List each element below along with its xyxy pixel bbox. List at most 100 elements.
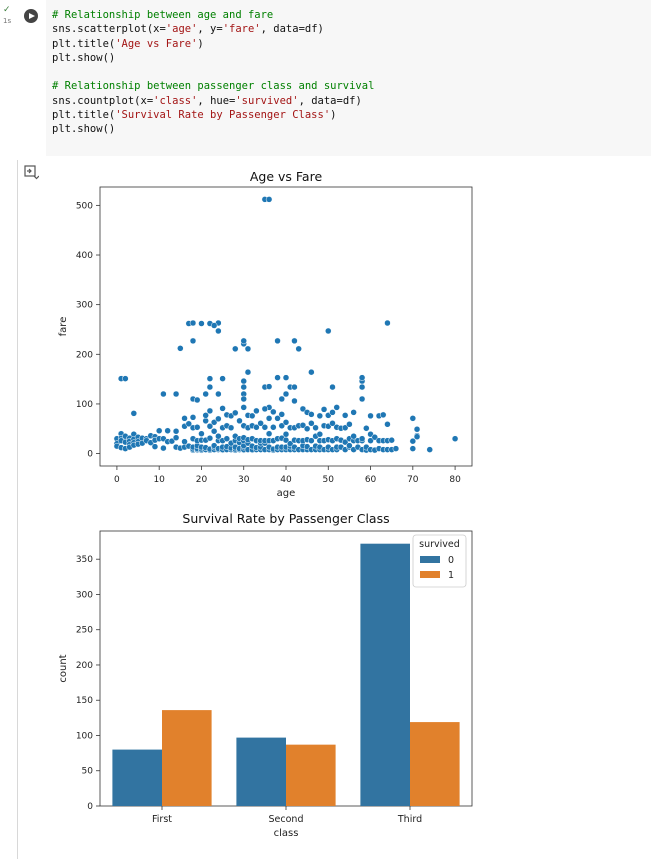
scatter-point (308, 437, 315, 444)
scatter-point (274, 374, 281, 381)
legend-swatch-1 (420, 571, 440, 578)
scatter-point (350, 409, 357, 416)
scatter-point (151, 443, 159, 450)
bar-y-tick-label: 350 (76, 555, 93, 565)
scatter-point (240, 337, 247, 345)
code-line: plt.show() (52, 52, 115, 64)
code-token: plt.title( (52, 109, 116, 122)
scatter-point (384, 319, 391, 327)
scatter-point (426, 446, 433, 453)
scatter-point (240, 395, 247, 403)
scatter-point (291, 397, 298, 405)
bar-x-tick-label: Second (269, 814, 304, 825)
scatter-point (384, 421, 391, 428)
scatter-point (172, 390, 180, 398)
scatter-x-tick-label: 30 (238, 475, 250, 485)
code-token: ) (330, 109, 337, 122)
scatter-point (253, 407, 260, 415)
scatter-point (202, 412, 209, 419)
code-comment: # Relationship between age and fare (52, 9, 274, 21)
output-collapse-icon-graphic (24, 165, 40, 180)
scatter-point (198, 320, 205, 327)
scatter-point (379, 411, 387, 419)
scatter-point (215, 327, 222, 335)
scatter-x-tick-label: 70 (407, 475, 419, 485)
output-collapse-icon[interactable] (23, 164, 40, 180)
scatter-point (236, 417, 243, 425)
bar-first-survived-0 (112, 749, 162, 806)
scatter-x-tick-label: 10 (153, 475, 165, 485)
code-string: 'Survival Rate by Passenger Class' (115, 109, 331, 122)
legend-swatch-0 (420, 556, 440, 563)
scatter-point (177, 345, 184, 352)
scatter-x-tick-label: 50 (323, 475, 335, 485)
run-status-check-icon: ✓ (3, 5, 11, 15)
scatter-point (210, 322, 218, 329)
scatter-point (350, 432, 357, 440)
scatter-point (244, 368, 252, 376)
scatter-point (261, 424, 269, 431)
bar-legend: survived 0 1 (412, 534, 467, 588)
scatter-point (219, 375, 226, 382)
bar-y-tick-label: 300 (76, 590, 93, 600)
scatter-point (210, 427, 218, 435)
code-text[interactable]: # Relationship between age and fare sns.… (52, 8, 374, 137)
code-line: plt.title('Survival Rate by Passenger Cl… (52, 109, 336, 121)
play-icon[interactable] (24, 9, 38, 23)
scatter-point (358, 374, 366, 381)
scatter-x-tick-label: 20 (196, 475, 208, 485)
execution-time: 1s (3, 17, 12, 25)
code-token: plt.show() (52, 123, 116, 136)
code-line: plt.title('Age vs Fare') (52, 38, 204, 50)
scatter-point (193, 424, 201, 431)
scatter-point (206, 434, 214, 442)
bar-y-tick-label: 50 (82, 767, 94, 777)
bar-second-survived-0 (236, 737, 286, 806)
output-divider (17, 160, 18, 859)
bar-title: Survival Rate by Passenger Class (182, 511, 389, 526)
code-token: , y= (197, 23, 223, 36)
scatter-point (299, 405, 307, 413)
scatter-point (312, 424, 319, 432)
scatter-point (206, 423, 214, 430)
code-token: , data=df) (260, 23, 324, 36)
scatter-point (215, 432, 222, 440)
scatter-point (257, 420, 264, 427)
scatter-point (198, 430, 205, 437)
scatter-point (308, 420, 315, 427)
scatter-point (253, 424, 260, 431)
scatter-point (388, 436, 395, 444)
scatter-point (367, 437, 374, 444)
scatter-point (409, 415, 417, 422)
code-string: 'fare' (222, 23, 261, 36)
code-string: 'survived' (235, 94, 299, 107)
scatter-point (265, 196, 273, 203)
scatter-point (451, 435, 459, 442)
scatter-point (274, 337, 281, 345)
scatter-point (189, 337, 197, 345)
scatter-point (270, 408, 277, 416)
scatter-point (265, 430, 273, 437)
scatter-x-tick-label: 60 (365, 475, 377, 485)
code-token: , data=df) (298, 94, 362, 107)
code-token: plt.title( (52, 37, 116, 50)
code-editor[interactable]: # Relationship between age and fare sns.… (46, 0, 651, 156)
scatter-point (363, 425, 370, 432)
scatter-point (168, 437, 176, 445)
scatter-y-tick-label: 200 (76, 350, 93, 360)
scatter-point (278, 395, 286, 403)
scatter-point (333, 404, 340, 411)
code-line: sns.countplot(x='class', hue='survived',… (52, 95, 362, 107)
scatter-point (193, 396, 201, 404)
scatter-point (282, 390, 290, 398)
scatter-point (316, 412, 324, 420)
bar-x-label: class (274, 828, 299, 839)
bar-x-tick-label: Third (397, 814, 422, 825)
bar-y-tick-label: 0 (87, 802, 93, 812)
scatter-point (367, 412, 374, 420)
legend-label-0: 0 (448, 555, 454, 566)
scatter-point (341, 412, 349, 419)
scatter-y-tick-label: 0 (87, 450, 93, 460)
scatter-x-tick-label: 0 (114, 475, 120, 485)
